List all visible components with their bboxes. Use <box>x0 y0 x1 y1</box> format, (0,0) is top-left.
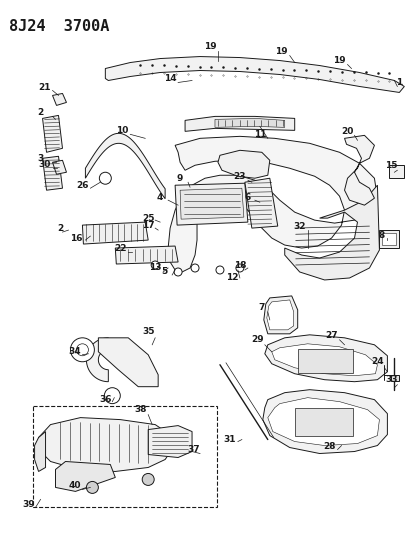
Polygon shape <box>168 136 377 272</box>
Polygon shape <box>86 338 108 382</box>
Bar <box>33 406 216 507</box>
Text: 28: 28 <box>323 442 335 451</box>
Polygon shape <box>344 135 373 205</box>
Text: 33: 33 <box>384 375 396 384</box>
Circle shape <box>142 473 154 486</box>
Text: 26: 26 <box>76 181 88 190</box>
Bar <box>297 349 351 373</box>
Polygon shape <box>264 335 387 382</box>
Text: 24: 24 <box>370 357 383 366</box>
Polygon shape <box>43 156 62 190</box>
Text: 12: 12 <box>225 273 237 282</box>
Text: 4: 4 <box>157 193 163 201</box>
Polygon shape <box>267 398 378 446</box>
Text: 10: 10 <box>116 126 128 135</box>
Text: 25: 25 <box>142 214 154 223</box>
Text: 17: 17 <box>142 221 154 230</box>
Text: 7: 7 <box>258 303 264 312</box>
Text: 19: 19 <box>275 47 287 56</box>
Text: 15: 15 <box>384 161 396 170</box>
Text: 40: 40 <box>68 481 81 490</box>
Text: 37: 37 <box>187 445 200 454</box>
Text: 21: 21 <box>38 83 51 92</box>
Polygon shape <box>175 183 247 225</box>
Text: 13: 13 <box>149 263 161 272</box>
Text: 2: 2 <box>37 108 44 117</box>
Text: 32: 32 <box>293 222 305 231</box>
Text: 2: 2 <box>57 224 64 232</box>
Polygon shape <box>244 178 277 228</box>
Circle shape <box>174 268 182 276</box>
Text: 23: 23 <box>233 172 246 181</box>
Text: 19: 19 <box>332 56 345 65</box>
Text: 30: 30 <box>38 160 51 169</box>
Polygon shape <box>98 338 158 386</box>
Text: 1: 1 <box>395 78 401 87</box>
Text: 9: 9 <box>176 174 183 183</box>
Bar <box>390 375 399 381</box>
Text: 3: 3 <box>37 154 44 163</box>
Polygon shape <box>148 425 192 457</box>
Polygon shape <box>185 116 294 131</box>
Polygon shape <box>43 116 62 152</box>
Polygon shape <box>217 150 269 178</box>
Circle shape <box>235 264 243 272</box>
Polygon shape <box>214 118 284 127</box>
Polygon shape <box>378 230 399 248</box>
Text: 35: 35 <box>142 327 154 336</box>
Polygon shape <box>52 160 66 174</box>
Text: 19: 19 <box>203 42 216 51</box>
Bar <box>294 408 351 435</box>
Text: 6: 6 <box>244 193 250 201</box>
Polygon shape <box>35 432 45 472</box>
Text: 27: 27 <box>325 332 337 340</box>
Polygon shape <box>38 417 172 472</box>
Polygon shape <box>180 188 243 219</box>
Text: 20: 20 <box>340 127 353 136</box>
Circle shape <box>99 172 111 184</box>
Polygon shape <box>262 390 387 454</box>
Polygon shape <box>82 222 148 244</box>
Circle shape <box>86 481 98 494</box>
Text: 38: 38 <box>134 405 146 414</box>
Text: 39: 39 <box>22 500 35 509</box>
Circle shape <box>216 266 223 274</box>
Text: 11: 11 <box>253 130 266 139</box>
Polygon shape <box>85 133 165 199</box>
Polygon shape <box>52 93 66 106</box>
Polygon shape <box>271 344 377 376</box>
Text: 34: 34 <box>68 348 81 356</box>
Polygon shape <box>105 56 404 92</box>
Polygon shape <box>382 233 395 245</box>
Text: 16: 16 <box>70 233 83 243</box>
Circle shape <box>104 387 120 403</box>
Text: 8: 8 <box>377 231 384 239</box>
Polygon shape <box>115 246 178 264</box>
Polygon shape <box>266 300 293 330</box>
Circle shape <box>151 261 159 269</box>
Circle shape <box>70 338 94 362</box>
Polygon shape <box>263 296 297 334</box>
Text: 5: 5 <box>161 268 167 277</box>
Polygon shape <box>389 165 404 178</box>
Polygon shape <box>55 462 115 491</box>
Text: 22: 22 <box>114 244 126 253</box>
Text: 36: 36 <box>99 395 112 404</box>
Circle shape <box>190 264 199 272</box>
Text: 29: 29 <box>251 335 263 344</box>
Text: 18: 18 <box>233 261 246 270</box>
Polygon shape <box>284 185 378 280</box>
Circle shape <box>76 344 88 356</box>
Text: 31: 31 <box>223 435 235 444</box>
Text: 14: 14 <box>164 74 176 83</box>
Text: 8J24  3700A: 8J24 3700A <box>9 19 109 34</box>
